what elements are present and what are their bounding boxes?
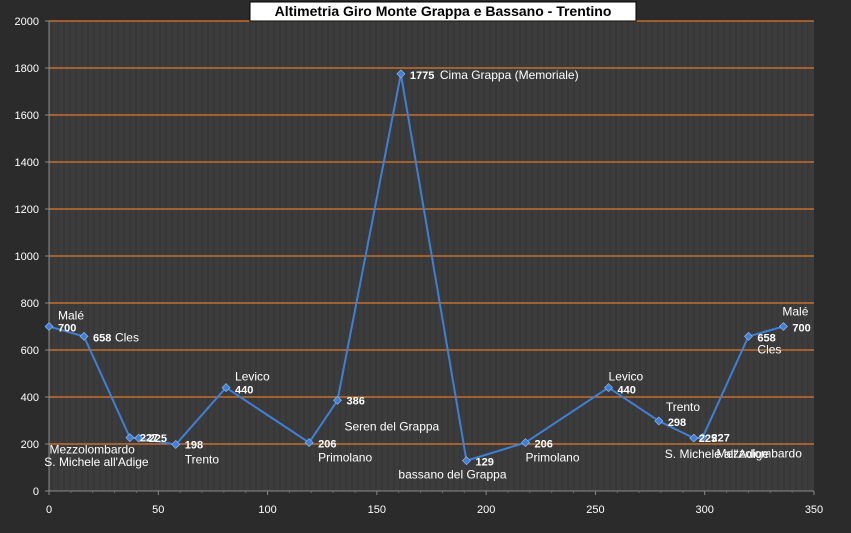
- point-place-label: Trento: [185, 452, 220, 466]
- point-place-label: bassano del Grappa: [398, 468, 506, 482]
- data-point: [654, 416, 664, 426]
- x-tick-label: 300: [696, 504, 714, 516]
- point-value-label: 700: [58, 323, 76, 335]
- point-value-label: 227: [712, 433, 730, 445]
- y-tick-label: 1000: [15, 251, 39, 263]
- x-tick-label: 250: [586, 504, 604, 516]
- y-tick-label: 200: [21, 439, 39, 451]
- data-point: [462, 456, 471, 466]
- point-value-label: 386: [347, 395, 365, 407]
- point-place-label: Primolano: [318, 451, 372, 465]
- point-value-label: 440: [618, 385, 636, 397]
- y-tick-label: 1600: [15, 110, 39, 122]
- series: [44, 69, 788, 466]
- data-point: [521, 438, 530, 448]
- point-value-label: 198: [185, 439, 203, 451]
- x-tick-label: 100: [258, 504, 276, 516]
- point-place-label: S. Michele all'Adige: [44, 455, 149, 469]
- data-point: [333, 395, 342, 405]
- y-tick-label: 1400: [15, 157, 39, 169]
- y-tick-label: 0: [33, 486, 39, 498]
- point-place-label: Malé: [58, 309, 84, 323]
- y-tick-label: 800: [21, 298, 39, 310]
- point-value-label: 225: [149, 433, 167, 445]
- point-place-label: Mezzolombardo: [49, 443, 135, 457]
- data-point: [698, 433, 707, 443]
- y-tick-label: 1800: [15, 63, 39, 75]
- point-place-label: Levico: [609, 370, 644, 384]
- point-place-label: Cles: [115, 330, 139, 344]
- x-tick-label: 150: [368, 504, 386, 516]
- data-point: [604, 383, 613, 393]
- x-tick-label: 200: [477, 504, 495, 516]
- point-place-label: Cles: [757, 342, 781, 356]
- point-value-label: 225: [699, 433, 717, 445]
- point-value-label: 129: [475, 457, 493, 469]
- data-point: [171, 440, 181, 449]
- point-value-label: 206: [318, 439, 336, 451]
- tick-labels: 0 200 400 600 800 1000 1200 1400 1600 1800 2000 0 50…: [15, 16, 824, 516]
- point-value-label: 658: [757, 332, 775, 344]
- title-group: Altimetria Giro Monte Grappa e Bassano -…: [249, 1, 637, 22]
- point-place-label: Malé: [782, 305, 808, 319]
- point-place-label: Cima Grappa (Memoriale): [440, 68, 579, 82]
- point-value-label: 700: [792, 323, 810, 335]
- axes: [45, 20, 815, 495]
- point-value-label: 298: [668, 417, 686, 429]
- data-point: [221, 383, 231, 393]
- y-tick-label: 2000: [15, 16, 39, 28]
- y-tick-label: 600: [21, 345, 39, 357]
- point-place-label: Levico: [235, 370, 270, 384]
- point-place-label: Seren del Grappa: [345, 419, 440, 433]
- point-value-label: 227: [140, 433, 158, 445]
- title-box: [249, 1, 637, 22]
- data-point: [689, 433, 699, 443]
- point-place-label: Trento: [666, 400, 701, 414]
- data-point: [304, 438, 314, 448]
- y-tick-label: 1200: [15, 204, 39, 216]
- point-value-label: 206: [534, 439, 552, 451]
- point-place-label: S. Michele all'Adige: [665, 447, 770, 461]
- data-point: [396, 69, 406, 79]
- chart-title: Altimetria Giro Monte Grappa e Bassano -…: [275, 3, 612, 19]
- x-tick-label: 350: [805, 504, 823, 516]
- point-value-label: 658: [93, 332, 111, 344]
- x-tick-label: 0: [46, 504, 52, 516]
- point-value-label: 440: [235, 385, 253, 397]
- data-point: [79, 331, 89, 341]
- point-place-label: Mezzolombardo: [717, 447, 803, 461]
- data-point: [778, 322, 788, 331]
- y-tick-label: 400: [21, 392, 39, 404]
- data-point: [44, 322, 54, 331]
- point-value-label: 1775: [410, 70, 434, 82]
- data-point: [125, 433, 135, 443]
- point-place-label: Primolano: [525, 451, 579, 465]
- data-point: [134, 433, 144, 443]
- data-point: [744, 331, 753, 341]
- x-tick-label: 50: [152, 504, 164, 516]
